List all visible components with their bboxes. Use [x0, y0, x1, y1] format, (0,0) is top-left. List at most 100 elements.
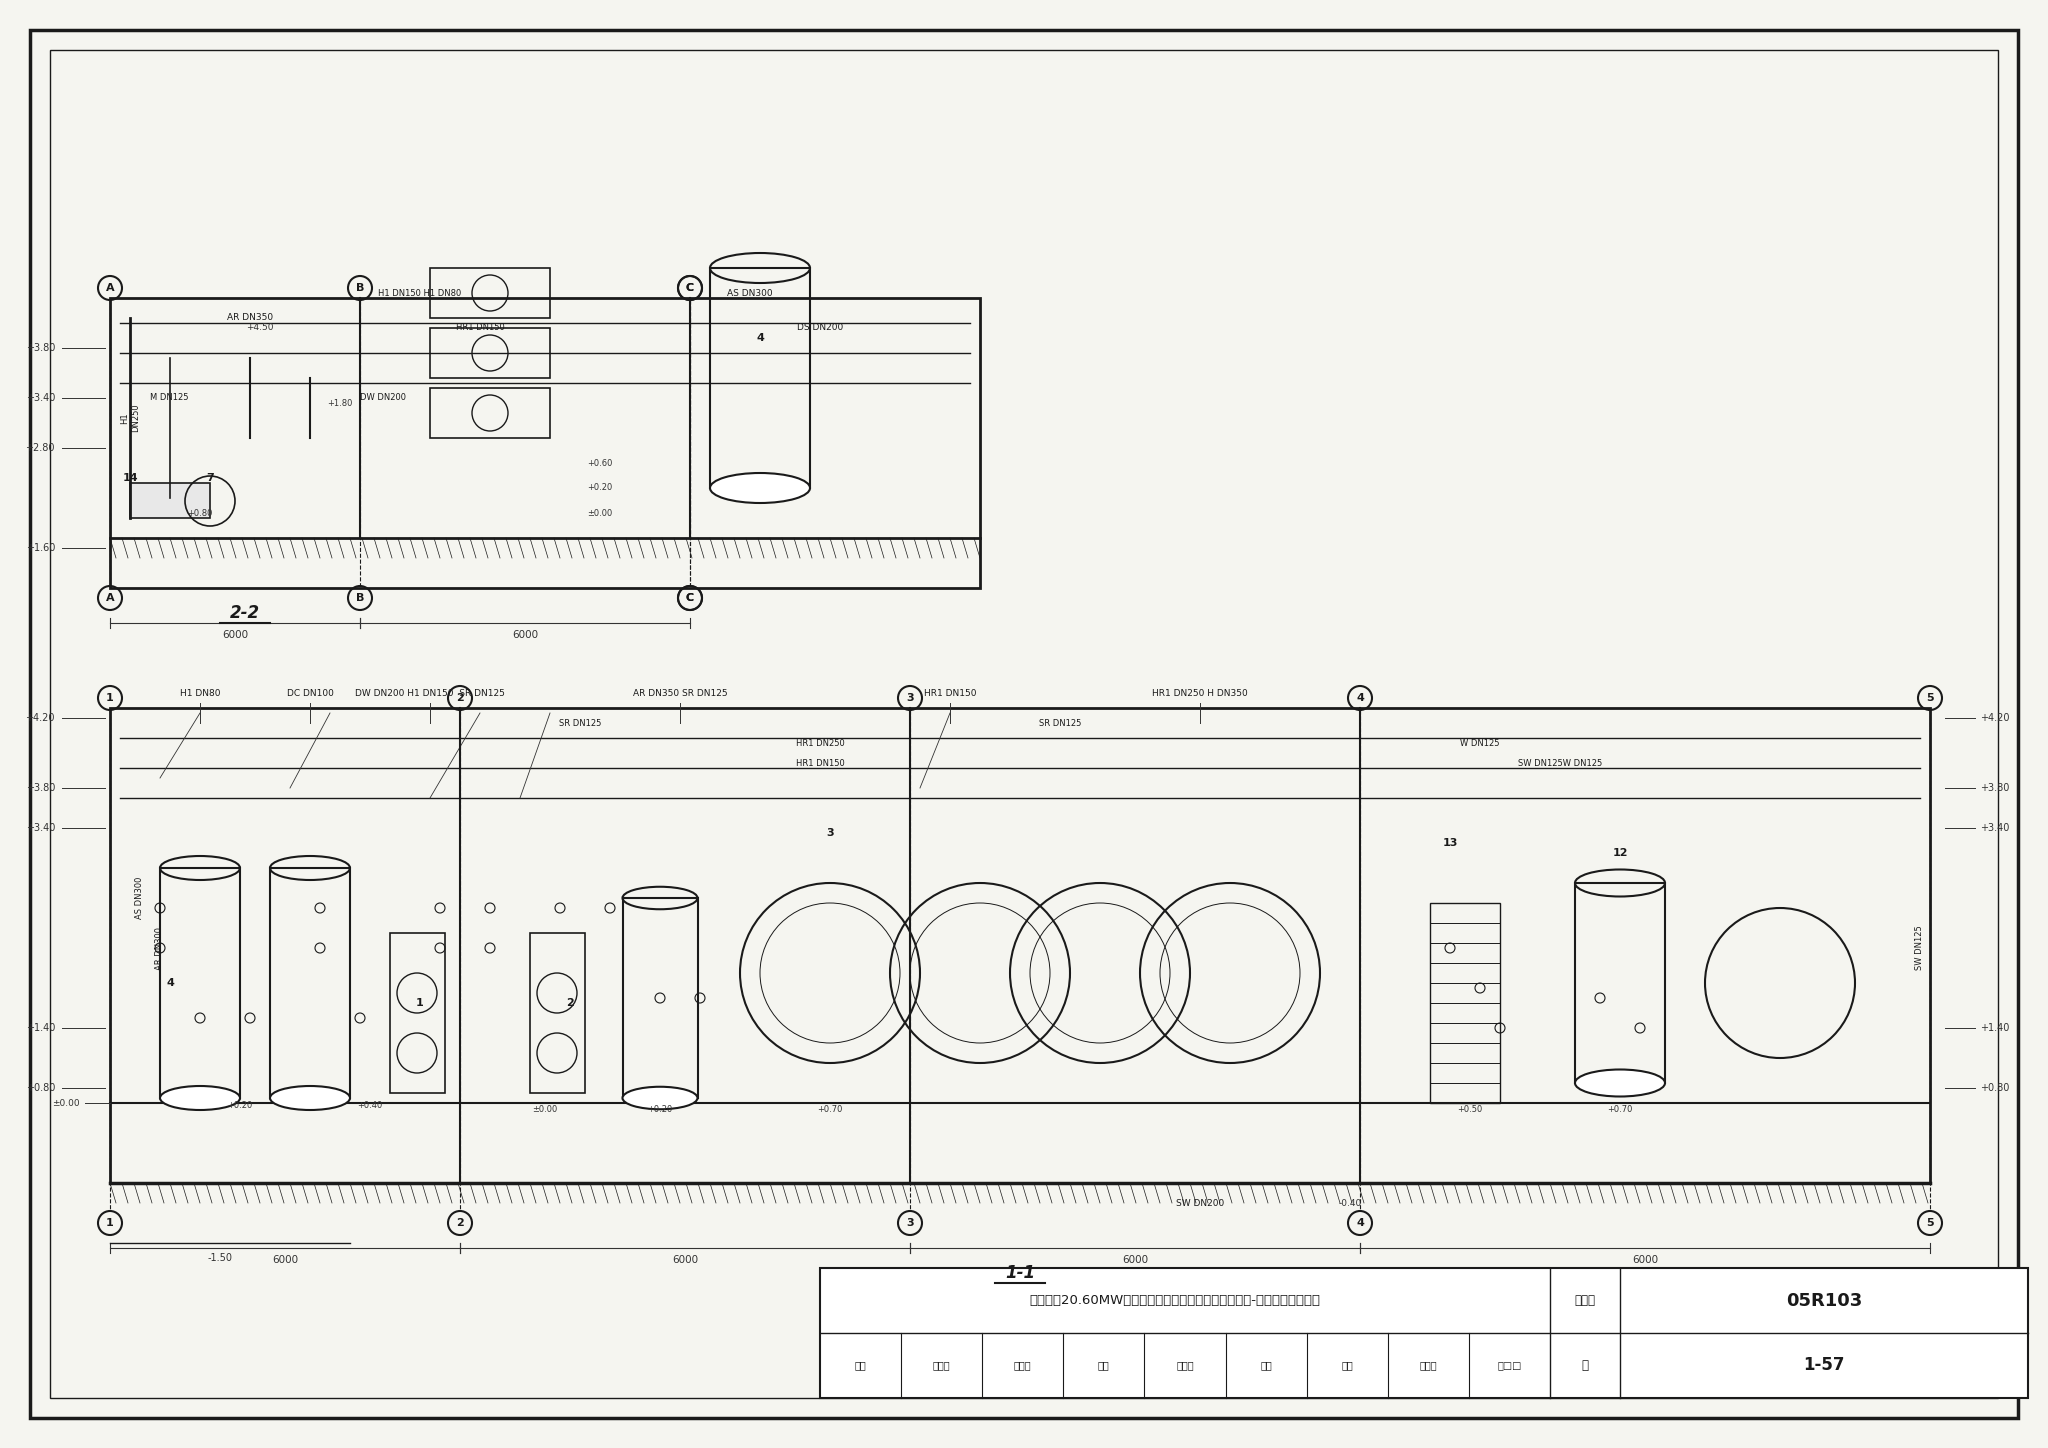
Text: 6000: 6000 [272, 1255, 299, 1266]
Text: DW DN200 H1 DN150  SR DN125: DW DN200 H1 DN150 SR DN125 [354, 688, 506, 698]
Text: HR1 DN250: HR1 DN250 [795, 738, 844, 747]
Text: C: C [686, 282, 694, 292]
Text: +3.80: +3.80 [27, 343, 55, 353]
Text: +0.70: +0.70 [1608, 1105, 1632, 1114]
Text: B: B [356, 282, 365, 292]
Text: ±0.00: ±0.00 [53, 1099, 80, 1108]
Text: AS DN300: AS DN300 [727, 288, 772, 297]
Text: 1: 1 [106, 694, 115, 702]
Bar [711, 268, 811, 488]
Text: ±0.00: ±0.00 [532, 1105, 557, 1114]
Text: 2-2: 2-2 [229, 604, 260, 623]
Text: 6000: 6000 [672, 1255, 698, 1266]
Text: DC DN100: DC DN100 [287, 688, 334, 698]
Text: SR DN125: SR DN125 [559, 718, 602, 727]
Ellipse shape [623, 1087, 698, 1109]
Text: H1 DN80: H1 DN80 [180, 688, 221, 698]
Text: +0.20: +0.20 [647, 1105, 672, 1114]
Text: HR1 DN150: HR1 DN150 [924, 688, 977, 698]
Text: 总热负荷20.60MW：采暖、空调、生活热水及泳池热水-水热交换站剖面图: 总热负荷20.60MW：采暖、空调、生活热水及泳池热水-水热交换站剖面图 [1030, 1295, 1321, 1308]
Text: AR DN350: AR DN350 [227, 314, 272, 323]
Text: +0.20: +0.20 [588, 484, 612, 492]
Text: DS DN200: DS DN200 [797, 323, 844, 333]
Text: 图集号: 图集号 [1575, 1295, 1595, 1308]
Text: 1-1: 1-1 [1006, 1264, 1034, 1281]
Text: 2: 2 [457, 694, 465, 702]
Text: 3: 3 [825, 828, 834, 838]
Text: 审核: 审核 [854, 1361, 866, 1370]
Text: +3.40: +3.40 [27, 822, 55, 833]
Text: SW DN125: SW DN125 [1915, 925, 1925, 970]
Bar [1575, 883, 1665, 1083]
Ellipse shape [711, 473, 811, 502]
Text: 页: 页 [1581, 1360, 1589, 1373]
Text: -0.40: -0.40 [1339, 1199, 1362, 1208]
Text: +4.20: +4.20 [1980, 712, 2009, 723]
Ellipse shape [270, 1086, 350, 1111]
Text: +3.40: +3.40 [1980, 822, 2009, 833]
Text: C: C [686, 282, 694, 292]
Text: AR DN300: AR DN300 [156, 927, 164, 970]
Bar [819, 1268, 2028, 1397]
Text: 设计: 设计 [1341, 1361, 1354, 1370]
Text: 1: 1 [416, 998, 424, 1008]
Text: HR1 DN150: HR1 DN150 [795, 759, 844, 767]
Bar [430, 329, 551, 378]
Text: +1.60: +1.60 [27, 543, 55, 553]
Text: 13: 13 [1442, 838, 1458, 849]
Text: 6000: 6000 [221, 630, 248, 640]
Text: SW DN200: SW DN200 [1176, 1199, 1225, 1208]
Text: 05R103: 05R103 [1786, 1292, 1862, 1309]
Text: A: A [106, 282, 115, 292]
Text: 6000: 6000 [512, 630, 539, 640]
Text: SR DN125: SR DN125 [1038, 718, 1081, 727]
Ellipse shape [1575, 1070, 1665, 1096]
Text: 3: 3 [905, 1218, 913, 1228]
Text: 校对: 校对 [1098, 1361, 1110, 1370]
Text: A: A [106, 594, 115, 602]
Text: AS DN300: AS DN300 [135, 877, 145, 919]
Text: 郑志: 郑志 [1260, 1361, 1272, 1370]
Text: AR DN350 SR DN125: AR DN350 SR DN125 [633, 688, 727, 698]
Text: 4: 4 [1356, 1218, 1364, 1228]
Text: +0.80: +0.80 [186, 508, 213, 517]
Ellipse shape [160, 1086, 240, 1111]
Bar [270, 867, 350, 1098]
Text: 6000: 6000 [1122, 1255, 1149, 1266]
Text: C: C [686, 594, 694, 602]
Text: 7: 7 [207, 473, 213, 484]
Text: +3.80: +3.80 [27, 783, 55, 794]
Text: 2: 2 [457, 1218, 465, 1228]
Text: 郭香志: 郭香志 [1176, 1361, 1194, 1370]
Text: 14: 14 [123, 473, 137, 484]
Bar [129, 484, 211, 518]
Text: 6000: 6000 [1632, 1255, 1659, 1266]
Text: 5: 5 [1927, 694, 1933, 702]
Text: +4.50: +4.50 [246, 323, 274, 333]
Text: 2: 2 [565, 998, 573, 1008]
Text: 4: 4 [1356, 694, 1364, 702]
Text: +1.40: +1.40 [1980, 1022, 2009, 1032]
Text: 4: 4 [166, 977, 174, 988]
Text: H1 DN150 H1 DN80: H1 DN150 H1 DN80 [379, 288, 461, 297]
Text: H1
DN250: H1 DN250 [121, 404, 139, 433]
Bar [623, 898, 698, 1098]
Text: +1.80: +1.80 [328, 398, 352, 407]
Text: 4: 4 [756, 333, 764, 343]
Text: +0.60: +0.60 [588, 459, 612, 468]
Text: M DN125: M DN125 [150, 394, 188, 403]
Text: C: C [686, 594, 694, 602]
Bar [430, 388, 551, 437]
Text: 牛小化: 牛小化 [932, 1361, 950, 1370]
Text: +2.80: +2.80 [25, 443, 55, 453]
Bar [111, 298, 981, 588]
Text: ±0.00: ±0.00 [588, 508, 612, 517]
Text: 1: 1 [106, 1218, 115, 1228]
Bar [430, 268, 551, 319]
Text: 朱□□: 朱□□ [1497, 1361, 1522, 1370]
Text: 3: 3 [905, 694, 913, 702]
Text: +0.80: +0.80 [27, 1083, 55, 1093]
Text: DW DN200: DW DN200 [360, 394, 406, 403]
Text: 朱国升: 朱国升 [1419, 1361, 1438, 1370]
Text: 5: 5 [1927, 1218, 1933, 1228]
